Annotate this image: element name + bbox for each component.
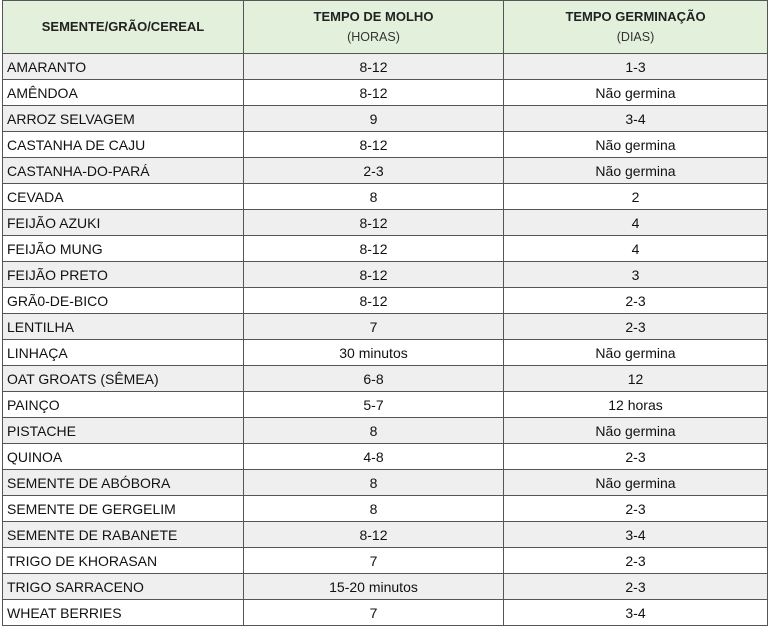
- seed-name: PISTACHE: [2, 417, 244, 444]
- germination-time: 2: [503, 183, 768, 210]
- soak-time: 4-8: [243, 443, 504, 470]
- seed-name: SEMENTE DE ABÓBORA: [2, 469, 244, 496]
- germination-time: 3-4: [503, 105, 768, 132]
- seed-name: FEIJÃO AZUKI: [2, 209, 244, 236]
- germination-time: 12: [503, 365, 768, 392]
- soak-time: 8-12: [243, 131, 504, 158]
- seed-name: OAT GROATS (SÊMEA): [2, 365, 244, 392]
- soak-time: 30 minutos: [243, 339, 504, 366]
- soak-time: 8: [243, 183, 504, 210]
- table-row: SEMENTE DE GERGELIM 8 2-3: [2, 495, 768, 522]
- table-row: SEMENTE DE RABANETE 8-12 3-4: [2, 521, 768, 548]
- seed-name: TRIGO DE KHORASAN: [2, 547, 244, 574]
- soak-time: 6-8: [243, 365, 504, 392]
- seed-name: CASTANHA DE CAJU: [2, 131, 244, 158]
- germination-time: 12 horas: [503, 391, 768, 418]
- table-row: LINHAÇA 30 minutos Não germina: [2, 339, 768, 366]
- table-row: CEVADA 8 2: [2, 183, 768, 210]
- germination-time: 3: [503, 261, 768, 288]
- soak-time: 8-12: [243, 53, 504, 80]
- germination-time: 3-4: [503, 599, 768, 626]
- germination-time: 2-3: [503, 443, 768, 470]
- table-row: TRIGO SARRACENO 15-20 minutos 2-3: [2, 573, 768, 600]
- table-row: FEIJÃO AZUKI 8-12 4: [2, 209, 768, 236]
- germination-time: 2-3: [503, 313, 768, 340]
- table-row: AMARANTO 8-12 1-3: [2, 53, 768, 80]
- seed-name: AMÊNDOA: [2, 79, 244, 106]
- table-row: CASTANHA DE CAJU 8-12 Não germina: [2, 131, 768, 158]
- soak-time: 7: [243, 599, 504, 626]
- seed-name: TRIGO SARRACENO: [2, 573, 244, 600]
- soak-time: 7: [243, 313, 504, 340]
- germination-time: 1-3: [503, 53, 768, 80]
- seed-name: GRÃ0-DE-BICO: [2, 287, 244, 314]
- seed-name: FEIJÃO MUNG: [2, 235, 244, 262]
- germination-time: 4: [503, 235, 768, 262]
- table-row: CASTANHA-DO-PARÁ 2-3 Não germina: [2, 157, 768, 184]
- soak-time: 8-12: [243, 261, 504, 288]
- germination-time: Não germina: [503, 79, 768, 106]
- germination-time: Não germina: [503, 157, 768, 184]
- seed-name: SEMENTE DE GERGELIM: [2, 495, 244, 522]
- header-seed: SEMENTE/GRÃO/CEREAL: [2, 0, 244, 54]
- soak-time: 2-3: [243, 157, 504, 184]
- header-row: SEMENTE/GRÃO/CEREAL TEMPO DE MOLHO (HORAS…: [2, 0, 768, 54]
- table-row: TRIGO DE KHORASAN 7 2-3: [2, 547, 768, 574]
- germination-time: Não germina: [503, 417, 768, 444]
- seed-name: FEIJÃO PRETO: [2, 261, 244, 288]
- seed-name: CASTANHA-DO-PARÁ: [2, 157, 244, 184]
- seed-name: AMARANTO: [2, 53, 244, 80]
- header-germination-time: TEMPO GERMINAÇÃO (DIAS): [503, 0, 768, 54]
- table-row: WHEAT BERRIES 7 3-4: [2, 599, 768, 626]
- table-row: QUINOA 4-8 2-3: [2, 443, 768, 470]
- soak-time: 8-12: [243, 79, 504, 106]
- germination-time: 2-3: [503, 547, 768, 574]
- germination-time: 4: [503, 209, 768, 236]
- soak-time: 9: [243, 105, 504, 132]
- germination-time: Não germina: [503, 339, 768, 366]
- table-row: PISTACHE 8 Não germina: [2, 417, 768, 444]
- germination-time: Não germina: [503, 131, 768, 158]
- table-row: FEIJÃO PRETO 8-12 3: [2, 261, 768, 288]
- seed-name: LENTILHA: [2, 313, 244, 340]
- germination-time: 2-3: [503, 573, 768, 600]
- header-soak-time: TEMPO DE MOLHO (HORAS): [243, 0, 504, 54]
- seed-name: QUINOA: [2, 443, 244, 470]
- soak-time: 7: [243, 547, 504, 574]
- table-row: LENTILHA 7 2-3: [2, 313, 768, 340]
- soak-time: 8-12: [243, 235, 504, 262]
- soak-time: 8-12: [243, 287, 504, 314]
- table-row: OAT GROATS (SÊMEA) 6-8 12: [2, 365, 768, 392]
- table-row: GRÃ0-DE-BICO 8-12 2-3: [2, 287, 768, 314]
- soak-time: 8-12: [243, 521, 504, 548]
- table-row: PAINÇO 5-7 12 horas: [2, 391, 768, 418]
- seed-name: ARROZ SELVAGEM: [2, 105, 244, 132]
- soak-time: 8-12: [243, 209, 504, 236]
- table-row: ARROZ SELVAGEM 9 3-4: [2, 105, 768, 132]
- germination-time: 2-3: [503, 495, 768, 522]
- table-row: SEMENTE DE ABÓBORA 8 Não germina: [2, 469, 768, 496]
- germination-time: 2-3: [503, 287, 768, 314]
- table-row: FEIJÃO MUNG 8-12 4: [2, 235, 768, 262]
- germination-time: 3-4: [503, 521, 768, 548]
- seed-name: CEVADA: [2, 183, 244, 210]
- seed-name: WHEAT BERRIES: [2, 599, 244, 626]
- seed-name: LINHAÇA: [2, 339, 244, 366]
- seed-name: SEMENTE DE RABANETE: [2, 521, 244, 548]
- soak-time: 8: [243, 469, 504, 496]
- germination-time: Não germina: [503, 469, 768, 496]
- seed-name: PAINÇO: [2, 391, 244, 418]
- table-row: AMÊNDOA 8-12 Não germina: [2, 79, 768, 106]
- soak-time: 5-7: [243, 391, 504, 418]
- soak-time: 15-20 minutos: [243, 573, 504, 600]
- soak-time: 8: [243, 495, 504, 522]
- soak-time: 8: [243, 417, 504, 444]
